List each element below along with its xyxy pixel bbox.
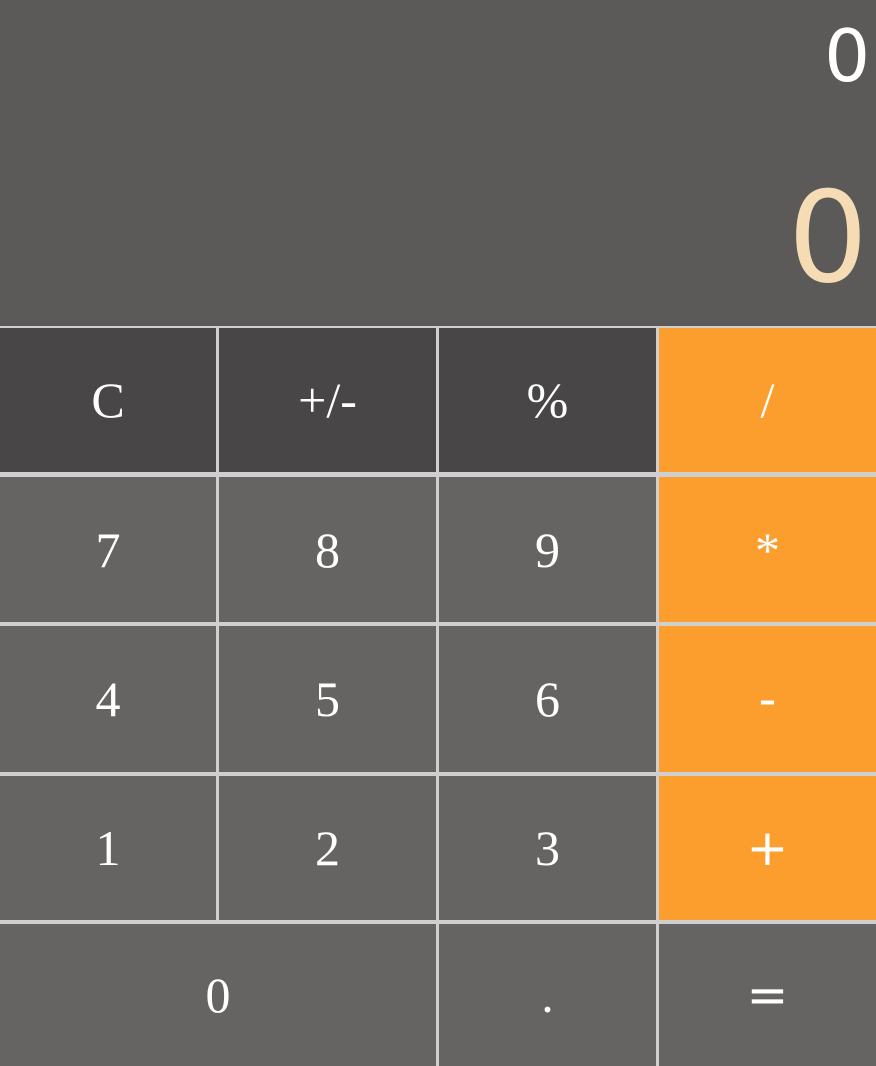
digit-9-button[interactable]: 9 — [439, 477, 656, 622]
previous-value: 0 — [824, 14, 870, 98]
subtract-button[interactable]: - — [659, 626, 876, 772]
digit-4-button[interactable]: 4 — [0, 626, 216, 772]
digit-7-button[interactable]: 7 — [0, 477, 216, 622]
multiply-button[interactable]: * — [659, 477, 876, 622]
digit-1-button[interactable]: 1 — [0, 776, 216, 920]
digit-2-button[interactable]: 2 — [219, 776, 436, 920]
digit-3-button[interactable]: 3 — [439, 776, 656, 920]
current-value: 0 — [787, 164, 868, 311]
display-panel: 0 0 — [0, 0, 876, 326]
clear-button[interactable]: C — [0, 328, 216, 472]
digit-0-button[interactable]: 0 — [0, 924, 436, 1066]
add-button[interactable]: + — [659, 776, 876, 920]
digit-6-button[interactable]: 6 — [439, 626, 656, 772]
decimal-button[interactable]: . — [439, 924, 656, 1066]
equals-button[interactable]: = — [659, 924, 876, 1066]
negate-button[interactable]: +/- — [219, 328, 436, 472]
digit-8-button[interactable]: 8 — [219, 477, 436, 622]
divide-button[interactable]: / — [659, 328, 876, 472]
digit-5-button[interactable]: 5 — [219, 626, 436, 772]
percent-button[interactable]: % — [439, 328, 656, 472]
